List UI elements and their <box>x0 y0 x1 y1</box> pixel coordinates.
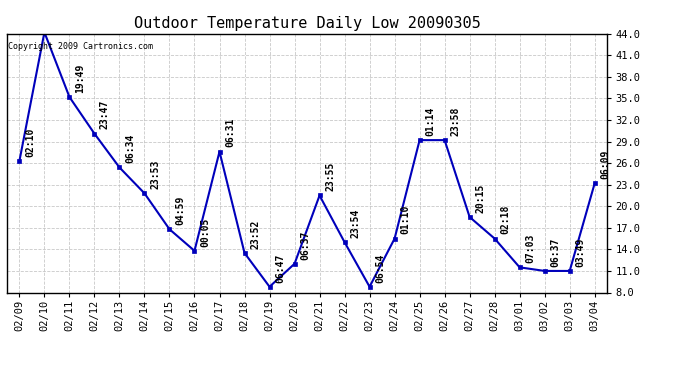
Text: 23:53: 23:53 <box>150 160 160 189</box>
Text: 06:09: 06:09 <box>600 150 610 179</box>
Text: 06:47: 06:47 <box>275 253 285 283</box>
Text: Copyright 2009 Cartronics.com: Copyright 2009 Cartronics.com <box>8 42 153 51</box>
Text: 06:34: 06:34 <box>125 134 135 163</box>
Text: 06:37: 06:37 <box>300 230 310 260</box>
Text: 23:55: 23:55 <box>325 162 335 191</box>
Text: 00:16: 00:16 <box>0 374 1 375</box>
Text: 06:31: 06:31 <box>225 118 235 147</box>
Text: 01:14: 01:14 <box>425 106 435 136</box>
Text: 01:10: 01:10 <box>400 205 410 234</box>
Text: 04:59: 04:59 <box>175 196 185 225</box>
Text: 00:05: 00:05 <box>200 217 210 247</box>
Text: 23:47: 23:47 <box>100 100 110 129</box>
Text: 23:58: 23:58 <box>450 106 460 136</box>
Title: Outdoor Temperature Daily Low 20090305: Outdoor Temperature Daily Low 20090305 <box>134 16 480 31</box>
Text: 23:52: 23:52 <box>250 219 260 249</box>
Text: 07:03: 07:03 <box>525 234 535 263</box>
Text: 03:49: 03:49 <box>575 237 585 267</box>
Text: 06:54: 06:54 <box>375 253 385 283</box>
Text: 02:18: 02:18 <box>500 205 510 234</box>
Text: 02:10: 02:10 <box>25 128 35 157</box>
Text: 23:54: 23:54 <box>350 209 360 238</box>
Text: 20:15: 20:15 <box>475 183 485 213</box>
Text: 06:37: 06:37 <box>550 237 560 267</box>
Text: 19:49: 19:49 <box>75 63 85 93</box>
